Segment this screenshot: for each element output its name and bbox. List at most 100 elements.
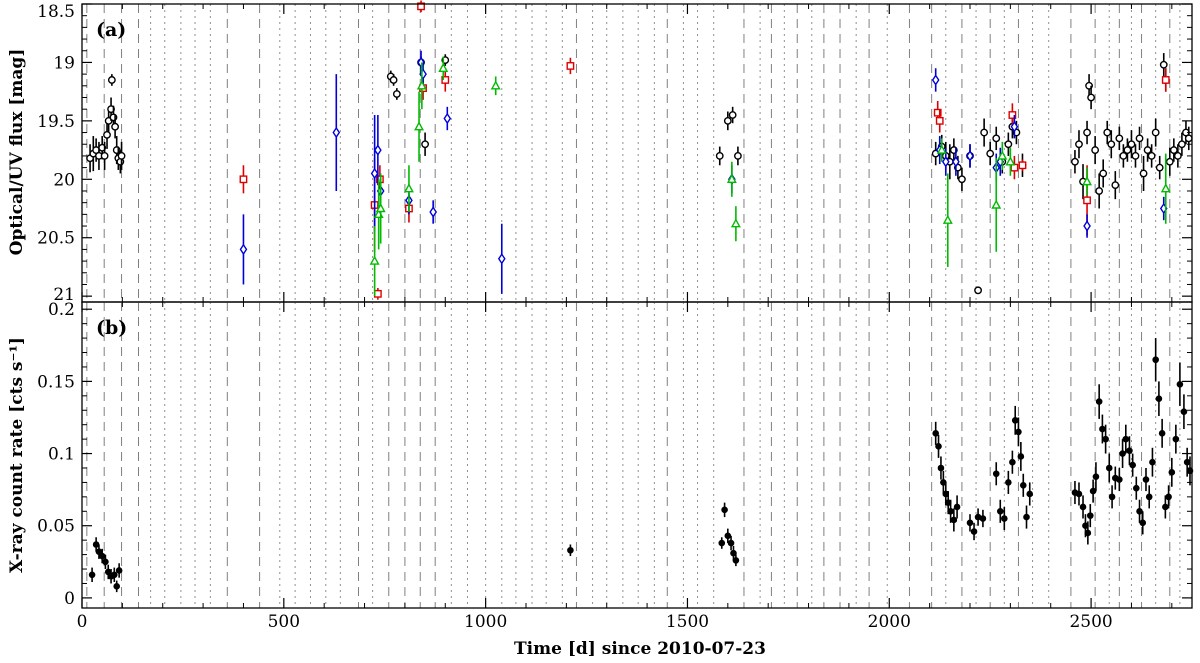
data-point [1107, 130, 1116, 159]
marker-circle [1087, 93, 1095, 102]
data-point [1152, 338, 1159, 382]
data-point [1132, 476, 1140, 500]
marker-triangle [1160, 183, 1171, 193]
marker-diamond [966, 150, 974, 162]
marker-filled-circle [1005, 479, 1012, 486]
marker-circle [1173, 152, 1182, 160]
data-point [1159, 53, 1168, 77]
data-point [1099, 159, 1108, 188]
data-point [1168, 457, 1176, 487]
data-point [974, 286, 982, 295]
data-point [730, 545, 737, 561]
data-point [1026, 482, 1034, 506]
data-point [374, 115, 382, 186]
data-point [997, 141, 1008, 170]
marker-circle [974, 286, 982, 295]
marker-filled-circle [979, 515, 987, 522]
data-point [734, 146, 742, 166]
data-point [1169, 138, 1178, 162]
data-point [966, 514, 974, 532]
marker-filled-circle [1079, 503, 1087, 511]
marker-circle [1147, 152, 1156, 160]
marker-filled-circle [1017, 453, 1025, 460]
marker-filled-circle [1165, 493, 1172, 501]
data-point [1139, 511, 1147, 535]
data-point [1147, 144, 1156, 168]
marker-triangle [1082, 176, 1093, 186]
data-point [1173, 144, 1182, 168]
marker-circle [100, 152, 109, 160]
data-point [1127, 130, 1136, 159]
data-point [490, 76, 501, 96]
data-point [370, 115, 379, 232]
marker-filled-circle [115, 567, 123, 574]
data-point [992, 126, 1001, 151]
marker-triangle [414, 121, 425, 131]
data-point [974, 508, 982, 526]
data-point [1123, 138, 1132, 162]
marker-circle [111, 122, 119, 131]
data-point [1172, 424, 1180, 454]
marker-filled-circle [996, 507, 1004, 515]
marker-square [1018, 161, 1027, 170]
data-point [1091, 136, 1100, 165]
marker-filled-circle [1092, 473, 1100, 480]
data-point [1086, 504, 1094, 528]
y-tick-label: 0.05 [37, 517, 75, 537]
data-point [728, 106, 737, 124]
marker-square [417, 2, 425, 11]
marker-filled-circle [1095, 398, 1103, 405]
marker-filled-circle [1142, 476, 1150, 483]
marker-triangle [991, 199, 1002, 209]
data-point [726, 161, 737, 197]
marker-triangle [375, 203, 386, 213]
data-point [1115, 126, 1124, 151]
marker-circle [1083, 128, 1091, 137]
marker-circle [1115, 134, 1124, 143]
marker-diamond [332, 126, 341, 139]
data-point [992, 462, 1000, 486]
data-point [1155, 155, 1164, 180]
data-point [979, 509, 987, 528]
marker-filled-circle [1108, 493, 1116, 501]
marker-filled-circle [1162, 503, 1169, 511]
marker-circle [1131, 152, 1140, 160]
data-point [1165, 485, 1172, 509]
marker-filled-circle [953, 503, 961, 511]
data-point [1083, 214, 1091, 238]
marker-circle [980, 128, 989, 137]
data-point [932, 421, 939, 445]
marker-filled-circle [1122, 435, 1130, 443]
data-point [107, 74, 116, 86]
y-tick-label: 0 [64, 589, 75, 609]
data-point [1102, 424, 1109, 454]
data-point [375, 173, 386, 244]
marker-triangle [942, 214, 953, 224]
data-point [1176, 362, 1184, 406]
data-point [952, 147, 960, 176]
marker-filled-circle [970, 528, 978, 535]
data-point [1161, 68, 1170, 92]
marker-filled-circle [1015, 428, 1022, 436]
data-point [953, 495, 961, 519]
marker-diamond [239, 243, 248, 256]
marker-filled-circle [1075, 490, 1083, 498]
data-point [1143, 138, 1152, 162]
data-point [113, 580, 121, 593]
y-tick-label: 0.2 [48, 300, 75, 320]
marker-triangle [438, 62, 449, 72]
data-point [1083, 120, 1091, 145]
marker-circle [1091, 146, 1100, 154]
data-point [566, 57, 575, 75]
marker-triangle [490, 80, 501, 90]
data-point [1082, 167, 1093, 196]
marker-circle [986, 149, 995, 158]
data-point [110, 567, 118, 583]
data-point [1145, 485, 1153, 509]
data-point [1131, 144, 1140, 168]
marker-filled-circle [1116, 476, 1123, 483]
data-point [1142, 467, 1150, 492]
x-tick-label: 1500 [666, 612, 709, 632]
data-point [1075, 482, 1083, 506]
data-point [1126, 436, 1133, 466]
